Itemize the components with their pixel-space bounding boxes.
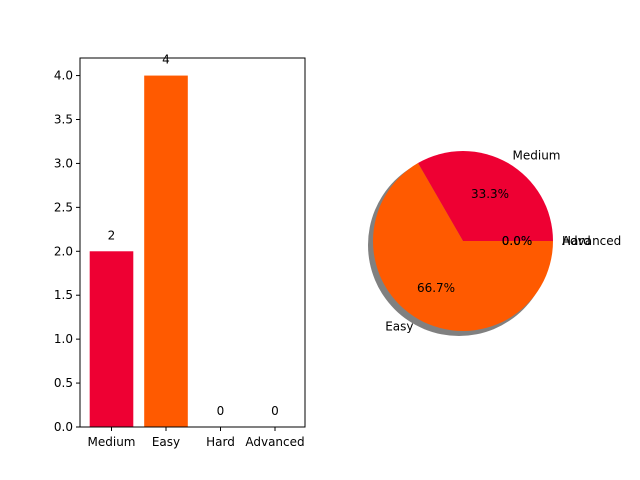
pie-percent-label: 0.0% bbox=[502, 234, 533, 248]
bar-data-label: 2 bbox=[108, 228, 116, 242]
bar-easy bbox=[144, 75, 188, 428]
x-tick-label: Advanced bbox=[245, 435, 304, 449]
x-axis-ticks: Medium Easy Hard Advanced bbox=[88, 427, 305, 449]
bar-data-label: 0 bbox=[217, 404, 225, 418]
pie-label-medium: Medium bbox=[513, 148, 561, 162]
bar-medium bbox=[89, 251, 134, 427]
x-tick-label: Hard bbox=[206, 435, 235, 449]
x-tick-label: Easy bbox=[152, 435, 180, 449]
y-tick-label: 4.0 bbox=[54, 69, 73, 83]
bar-data-labels: 2 4 0 0 bbox=[108, 53, 279, 418]
y-tick-label: 0.0 bbox=[54, 420, 73, 434]
y-axis-ticks: 0.0 0.5 1.0 1.5 2.0 2.5 3.0 3.5 4.0 bbox=[54, 69, 80, 434]
bar-data-label: 0 bbox=[271, 404, 279, 418]
bar-data-label: 4 bbox=[162, 53, 170, 67]
y-tick-label: 1.5 bbox=[54, 288, 73, 302]
x-tick-label: Medium bbox=[88, 435, 136, 449]
plot-frame bbox=[79, 57, 306, 428]
pie-slices bbox=[373, 151, 553, 331]
y-tick-label: 1.0 bbox=[54, 332, 73, 346]
pie-slice-easy bbox=[373, 163, 553, 331]
y-tick-label: 2.0 bbox=[54, 244, 73, 258]
pie-slice-medium bbox=[418, 151, 553, 241]
pie-percent-label: 0.0% bbox=[502, 234, 533, 248]
y-tick-label: 3.0 bbox=[54, 156, 73, 170]
y-tick-label: 2.5 bbox=[54, 200, 73, 214]
y-tick-label: 0.5 bbox=[54, 376, 73, 390]
pie-percent-label: 33.3% bbox=[471, 187, 509, 201]
pie-label-advanced: Advanced bbox=[562, 234, 621, 248]
pie-percent-label: 66.7% bbox=[417, 281, 455, 295]
pie-label-hard: Hard bbox=[562, 234, 591, 248]
bar-series bbox=[89, 75, 188, 428]
y-tick-label: 3.5 bbox=[54, 113, 73, 127]
pie-label-easy: Easy bbox=[385, 320, 413, 334]
bar-chart: 2 4 0 0 0.0 0.5 1.0 1.5 2.0 2.5 3.0 3.5 4.0 Medium E… bbox=[54, 53, 306, 449]
